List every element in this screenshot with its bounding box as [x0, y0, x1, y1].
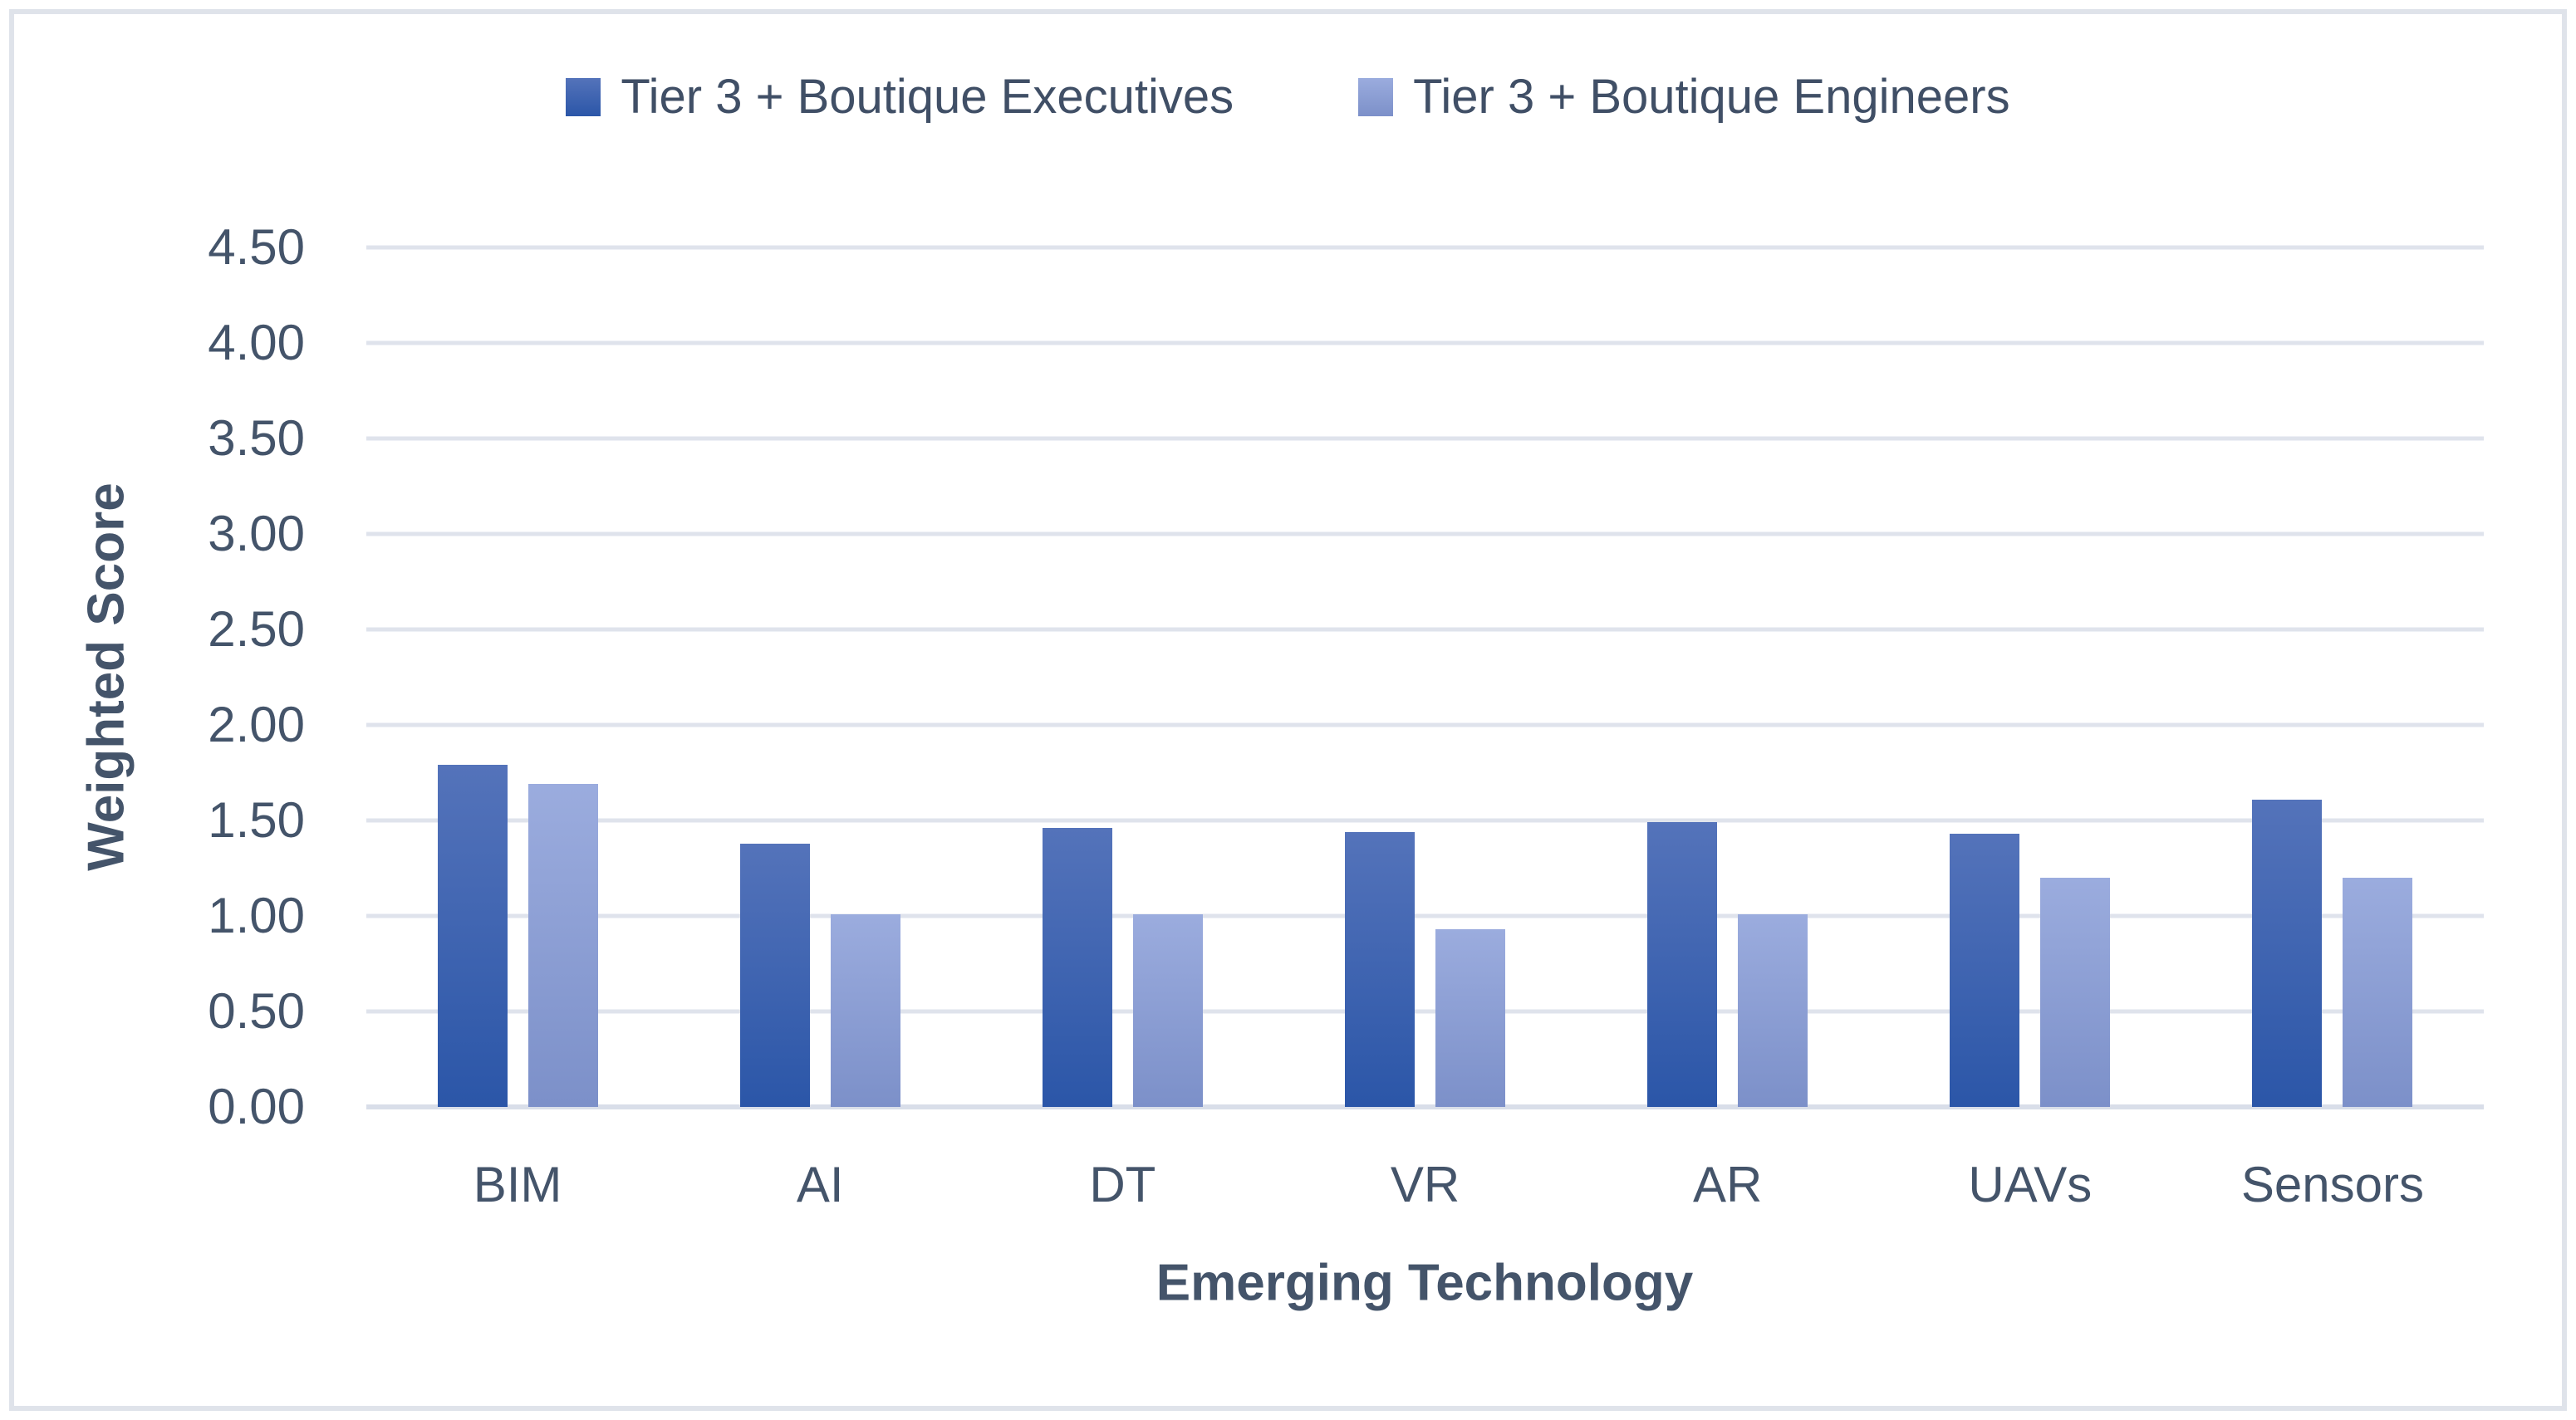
bar-group-ai [669, 247, 971, 1107]
bar-executives-bim [437, 765, 508, 1107]
gridline [366, 436, 2484, 441]
bar-executives-ar [1647, 822, 1718, 1107]
bar-engineers-ar [1738, 913, 1808, 1107]
bar-executives-ai [739, 843, 810, 1107]
x-tick-label: AI [796, 1157, 844, 1212]
gridline [366, 818, 2484, 823]
y-tick-label: 3.50 [208, 410, 305, 466]
bar-engineers-ai [830, 913, 900, 1107]
y-tick-label: 1.50 [208, 792, 305, 848]
y-tick-label: 4.50 [208, 219, 305, 275]
x-tick-label: BIM [473, 1157, 562, 1212]
bar-group-vr [1273, 247, 1576, 1107]
gridline [366, 340, 2484, 345]
x-axis-line [366, 1104, 2484, 1109]
legend-label-engineers: Tier 3 + Boutique Engineers [1413, 70, 2010, 124]
gridline [366, 722, 2484, 727]
plot-area [366, 245, 2484, 1109]
bar-executives-vr [1344, 831, 1415, 1107]
gridline [366, 1009, 2484, 1014]
y-tick-label: 0.50 [208, 983, 305, 1039]
legend-item-executives: Tier 3 + Boutique Executives [566, 68, 1234, 126]
x-tick-label: AR [1692, 1157, 1763, 1212]
bar-engineers-dt [1132, 913, 1203, 1107]
y-tick-label: 2.50 [208, 601, 305, 657]
gridline [366, 913, 2484, 918]
x-tick-label: UAVs [1968, 1157, 2093, 1212]
gridline [366, 531, 2484, 536]
bar-engineers-bim [527, 784, 598, 1107]
bar-executives-dt [1042, 828, 1112, 1107]
bar-engineers-sensors [2343, 878, 2413, 1107]
y-tick-label: 2.00 [208, 697, 305, 752]
legend-label-executives: Tier 3 + Boutique Executives [621, 70, 1234, 124]
bar-engineers-uavs [2040, 878, 2111, 1107]
bar-group-dt [971, 247, 1273, 1107]
legend-item-engineers: Tier 3 + Boutique Engineers [1358, 68, 2010, 126]
x-tick-label: VR [1390, 1157, 1460, 1212]
y-tick-label: 1.00 [208, 888, 305, 943]
bar-group-ar [1577, 247, 1879, 1107]
legend: Tier 3 + Boutique Executives Tier 3 + Bo… [0, 68, 2576, 126]
x-tick-label: DT [1089, 1157, 1156, 1212]
bar-group-sensors [2181, 247, 2484, 1107]
legend-swatch-engineers-icon [1358, 78, 1394, 116]
bar-executives-uavs [1950, 834, 2020, 1107]
x-axis-title: Emerging Technology [1156, 1254, 1694, 1312]
gridline [366, 627, 2484, 632]
y-tick-label: 4.00 [208, 315, 305, 370]
bar-engineers-vr [1435, 929, 1505, 1107]
bar-executives-sensors [2252, 799, 2323, 1107]
gridline [366, 245, 2484, 250]
legend-swatch-executives-icon [566, 78, 601, 116]
bar-group-uavs [1879, 247, 2181, 1107]
x-tick-label: Sensors [2240, 1157, 2424, 1212]
y-tick-label: 0.00 [208, 1079, 305, 1134]
bar-group-bim [366, 247, 669, 1107]
y-tick-label: 3.00 [208, 506, 305, 561]
